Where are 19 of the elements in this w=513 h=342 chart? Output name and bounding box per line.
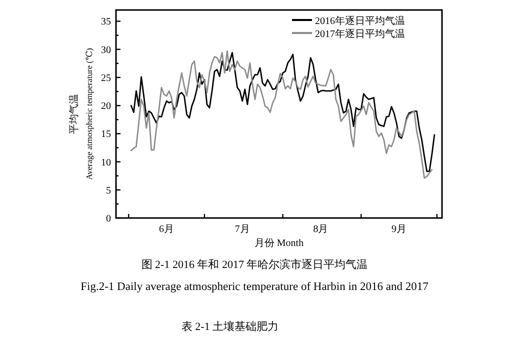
y-tick-label: 25 <box>101 72 111 84</box>
caption: Fig.2-1 Daily average atmospheric temperature of Harbin in 2016 and 2017 <box>80 281 429 293</box>
y-tick-label: 5 <box>106 185 111 196</box>
caption: 图 2-1 2016 年和 2017 年哈尔滨市逐日平均气温 <box>141 258 368 271</box>
y-tick-label: 15 <box>101 129 111 140</box>
x-axis-title: 月份 Month <box>254 238 304 249</box>
x-tick-label: 9月 <box>392 224 407 235</box>
x-tick-label: 6月 <box>159 224 174 235</box>
y-tick-label: 10 <box>101 157 111 168</box>
y-axis-title: 平均气温 Average atmospheric temperature (℃) <box>68 48 94 180</box>
text: 表 2-1 土壤基础肥力 <box>181 320 279 333</box>
y-tick-label: 30 <box>101 44 111 56</box>
y-tick-label: 0 <box>106 214 111 224</box>
x-tick-label: 8月 <box>313 224 328 235</box>
legend-label: 2016年逐日平均气温 <box>315 15 405 27</box>
legend-label: 2017年逐日平均气温 <box>315 28 405 40</box>
y-tick-label: 35 <box>101 16 111 28</box>
y-tick-label: 20 <box>101 101 111 112</box>
x-tick-label: 7月 <box>234 224 250 235</box>
